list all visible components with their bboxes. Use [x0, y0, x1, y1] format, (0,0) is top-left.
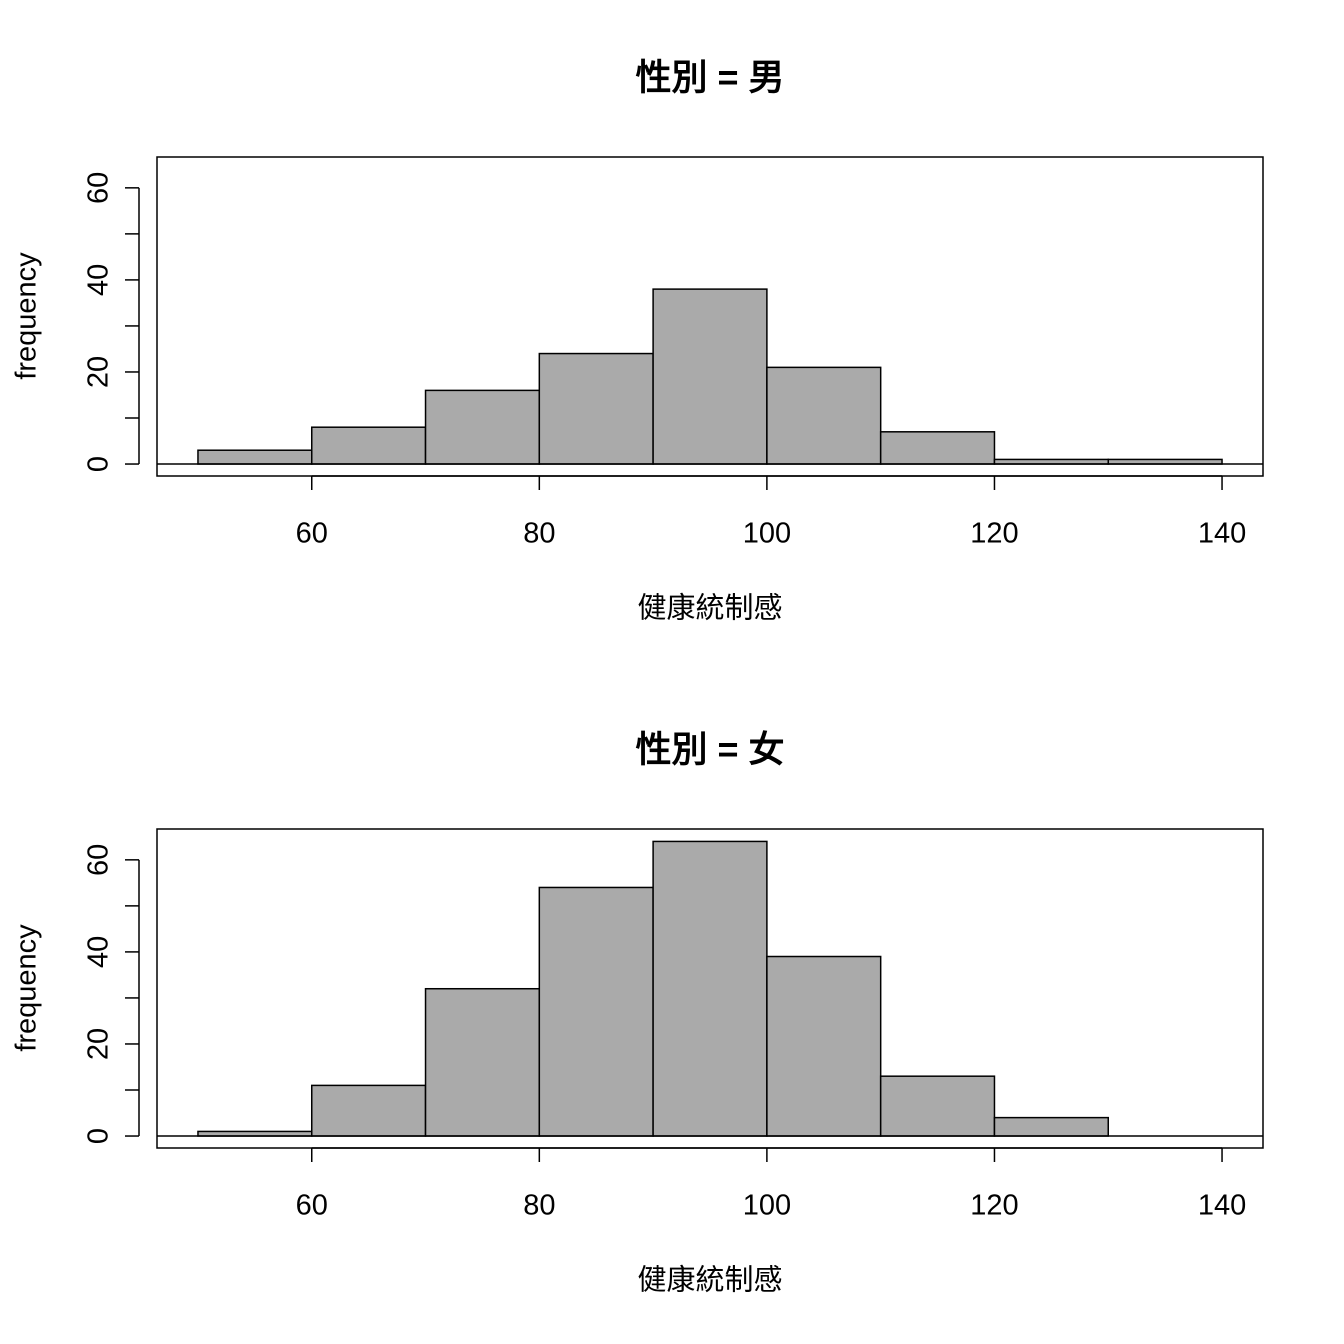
- bar: [424, 987, 541, 1137]
- x-tick-label: 100: [743, 1190, 791, 1222]
- x-tick-label: 120: [970, 1190, 1018, 1222]
- x-tick-label: 60: [296, 1190, 328, 1222]
- x-tick-label: 120: [970, 518, 1018, 550]
- y-axis-label: frequency: [11, 924, 43, 1052]
- x-tick-label: 80: [523, 1190, 555, 1222]
- y-tick-label: 0: [83, 456, 115, 472]
- chart-title: 性別 = 男: [635, 57, 784, 98]
- x-tick-label: 80: [523, 518, 555, 550]
- x-tick-label: 60: [296, 518, 328, 550]
- y-tick-label: 0: [83, 1128, 115, 1144]
- bar: [538, 886, 654, 1137]
- y-tick-label: 40: [83, 936, 115, 968]
- bar: [993, 1116, 1110, 1137]
- bar: [879, 431, 996, 465]
- bar: [879, 1075, 996, 1137]
- y-tick-label: 20: [83, 356, 115, 388]
- bar: [310, 1084, 427, 1137]
- bar: [766, 955, 882, 1137]
- bar: [310, 426, 427, 465]
- bar: [652, 288, 768, 465]
- y-tick-label: 60: [83, 844, 115, 876]
- x-tick-label: 140: [1198, 518, 1246, 550]
- bar: [766, 366, 882, 465]
- x-tick-label: 140: [1198, 1190, 1246, 1222]
- y-tick-label: 20: [83, 1028, 115, 1060]
- y-axis-label: frequency: [11, 252, 43, 380]
- y-tick-label: 60: [83, 172, 115, 204]
- chart-title: 性別 = 女: [635, 729, 784, 770]
- x-axis-label: 健康統制感: [637, 1264, 782, 1297]
- x-axis-label: 健康統制感: [637, 592, 782, 625]
- bar: [652, 840, 768, 1137]
- bar: [424, 389, 541, 465]
- bar: [538, 352, 654, 465]
- bar: [197, 449, 313, 465]
- y-tick-label: 40: [83, 264, 115, 296]
- x-tick-label: 100: [743, 518, 791, 550]
